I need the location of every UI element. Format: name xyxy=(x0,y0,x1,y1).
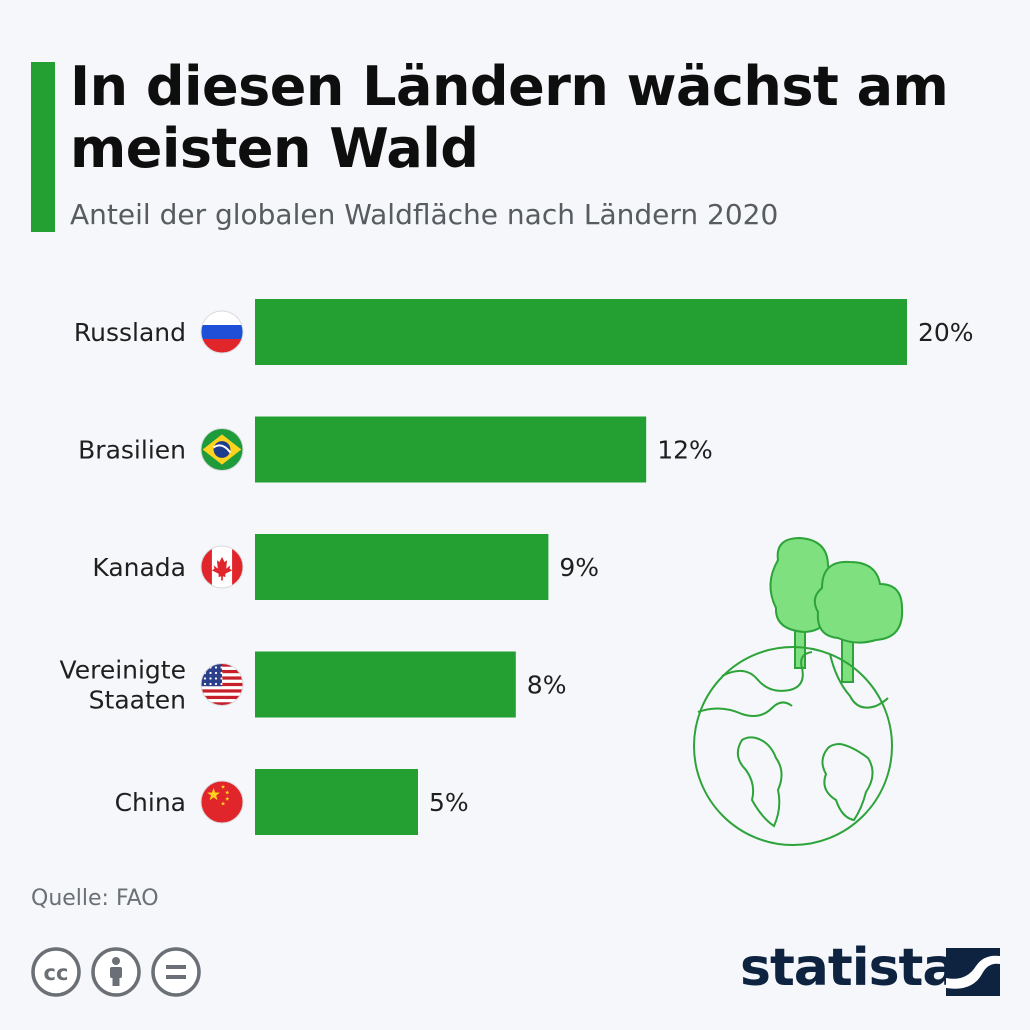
bar-3 xyxy=(255,651,516,718)
license-icons: cc xyxy=(31,947,201,997)
brazil-flag-icon xyxy=(200,428,244,471)
earth-trees-illustration xyxy=(693,536,904,846)
value-label-4: 5% xyxy=(429,788,469,817)
attribution-icon xyxy=(91,947,141,997)
canada-flag-icon xyxy=(200,545,244,589)
bar-1 xyxy=(255,416,647,483)
cc-icon: cc xyxy=(31,947,81,997)
no-derivatives-icon xyxy=(151,947,201,997)
chart-title: In diesen Ländern wächst am meisten Wald xyxy=(70,55,949,180)
bar-chart: 20% Russland 12% Brasilien 9% Kanada 8% Vereini… xyxy=(60,299,974,846)
value-label-0: 20% xyxy=(918,318,974,347)
title-accent-bar xyxy=(31,62,55,232)
category-label-3-line-0: Vereinigte xyxy=(60,656,186,685)
value-label-3: 8% xyxy=(527,671,567,700)
value-label-1: 12% xyxy=(657,436,713,465)
bar-2 xyxy=(255,534,549,600)
brand-wordmark: statista xyxy=(740,938,957,998)
russia-flag-icon xyxy=(200,310,244,354)
category-label-3-line-1: Staaten xyxy=(89,686,186,715)
china-flag-icon xyxy=(200,780,244,824)
category-label-4: China xyxy=(115,788,186,817)
statista-logo-mark-icon xyxy=(946,948,1000,996)
value-label-2: 9% xyxy=(559,553,599,582)
usa-flag-icon xyxy=(200,663,244,706)
bar-0 xyxy=(255,299,907,365)
chart-subtitle: Anteil der globalen Waldfläche nach Länd… xyxy=(70,198,779,231)
category-label-1: Brasilien xyxy=(78,436,186,465)
source-note: Quelle: FAO xyxy=(31,886,159,911)
bar-4 xyxy=(255,769,418,835)
category-label-2: Kanada xyxy=(92,553,186,582)
svg-text:cc: cc xyxy=(44,961,69,985)
category-label-0: Russland xyxy=(74,318,186,347)
